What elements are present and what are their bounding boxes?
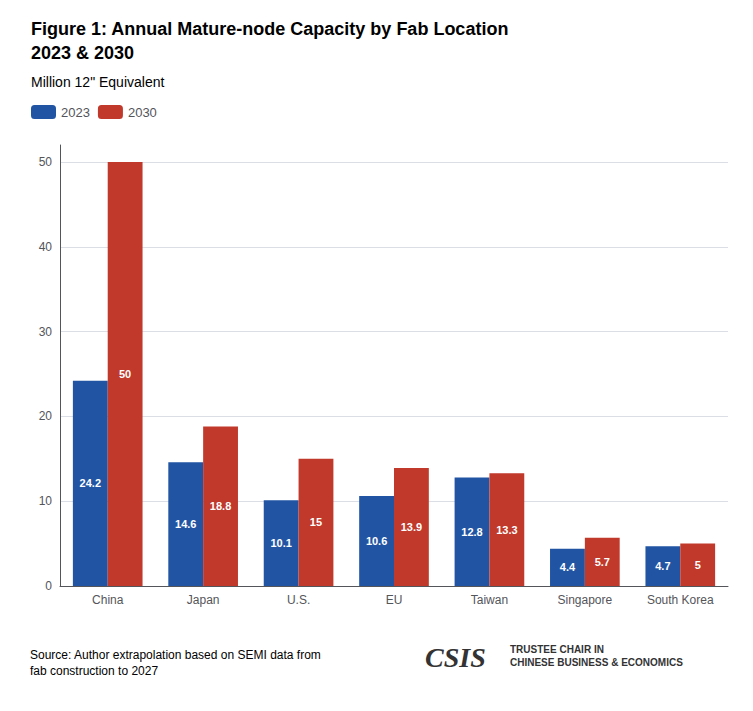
svg-text:Million 12" Equivalent: Million 12" Equivalent xyxy=(31,74,164,90)
svg-text:CSIS: CSIS xyxy=(425,642,486,673)
svg-text:fab construction to 2027: fab construction to 2027 xyxy=(30,664,158,678)
svg-text:15: 15 xyxy=(310,516,322,528)
svg-text:Japan: Japan xyxy=(187,593,220,607)
svg-text:24.2: 24.2 xyxy=(80,477,101,489)
svg-text:4.4: 4.4 xyxy=(560,561,576,573)
svg-text:5.7: 5.7 xyxy=(595,556,610,568)
svg-text:Source: Author extrapolation b: Source: Author extrapolation based on SE… xyxy=(30,648,321,662)
svg-text:TRUSTEE CHAIR IN: TRUSTEE CHAIR IN xyxy=(510,644,604,655)
svg-text:30: 30 xyxy=(39,325,53,339)
svg-text:China: China xyxy=(92,593,124,607)
svg-text:South Korea: South Korea xyxy=(647,593,714,607)
svg-text:20: 20 xyxy=(39,409,53,423)
svg-text:0: 0 xyxy=(45,579,52,593)
svg-text:2023 & 2030: 2023 & 2030 xyxy=(31,43,134,63)
svg-text:EU: EU xyxy=(386,593,403,607)
svg-text:13.9: 13.9 xyxy=(401,521,422,533)
svg-text:U.S.: U.S. xyxy=(287,593,310,607)
svg-text:Figure 1: Annual Mature-node C: Figure 1: Annual Mature-node Capacity by… xyxy=(31,19,508,39)
svg-text:4.7: 4.7 xyxy=(655,560,670,572)
svg-text:2023: 2023 xyxy=(61,105,90,120)
svg-text:40: 40 xyxy=(39,240,53,254)
svg-text:12.8: 12.8 xyxy=(461,526,482,538)
svg-text:Taiwan: Taiwan xyxy=(471,593,508,607)
svg-text:2030: 2030 xyxy=(128,105,157,120)
svg-text:50: 50 xyxy=(39,155,53,169)
svg-text:10.1: 10.1 xyxy=(270,537,291,549)
svg-text:Singapore: Singapore xyxy=(557,593,612,607)
svg-text:CHINESE BUSINESS & ECONOMICS: CHINESE BUSINESS & ECONOMICS xyxy=(510,657,683,668)
svg-text:50: 50 xyxy=(119,368,131,380)
svg-text:18.8: 18.8 xyxy=(210,500,231,512)
svg-text:14.6: 14.6 xyxy=(175,518,196,530)
svg-text:13.3: 13.3 xyxy=(496,524,517,536)
svg-text:5: 5 xyxy=(695,559,701,571)
svg-text:10: 10 xyxy=(39,494,53,508)
svg-text:10.6: 10.6 xyxy=(366,535,387,547)
